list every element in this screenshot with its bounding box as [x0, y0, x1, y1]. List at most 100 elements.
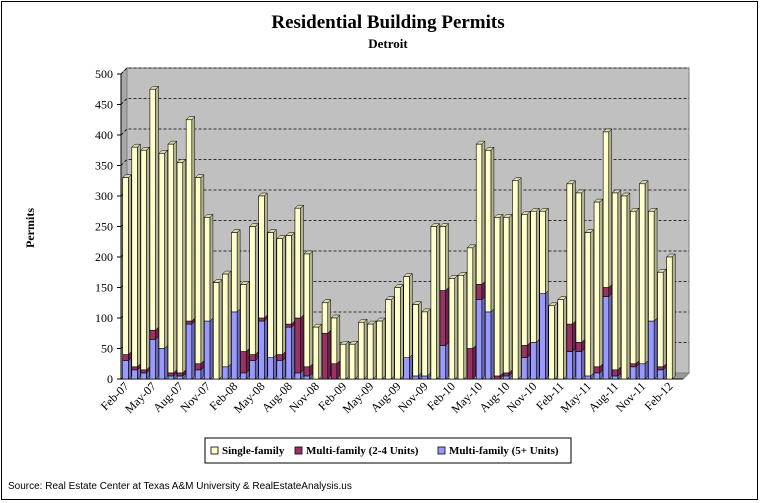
bar-segment — [539, 210, 546, 294]
bar-segment — [158, 348, 165, 380]
chart-title: Residential Building Permits — [271, 12, 504, 33]
bar-segment — [231, 311, 238, 380]
bar-segment-side — [254, 357, 259, 380]
y-tick-label: 350 — [95, 159, 113, 173]
bar-segment-side — [599, 198, 603, 368]
bar-segment-side — [390, 296, 395, 380]
bar-segment — [122, 360, 129, 380]
bar-segment-side — [662, 268, 667, 368]
bar-segment-side — [526, 354, 531, 380]
bar-segment-side — [209, 317, 214, 380]
bar-segment — [494, 217, 501, 377]
bar-segment — [330, 363, 338, 380]
bar-segment-side — [626, 192, 631, 380]
bar-segment — [194, 177, 202, 365]
bar-segment — [249, 226, 256, 355]
bar-segment-side — [182, 158, 186, 374]
bar-segment — [321, 302, 329, 334]
bar-segment-side — [264, 192, 268, 319]
bar-segment-side — [291, 323, 295, 380]
bar-segment — [122, 177, 129, 355]
legend-label: Multi-family (5+ Units) — [449, 445, 559, 457]
bar-segment — [321, 332, 329, 380]
bar-segment — [530, 342, 537, 380]
bar-segment — [140, 149, 147, 371]
bar-segment — [358, 321, 365, 380]
bar-segment — [140, 372, 147, 380]
bar-segment — [485, 149, 492, 313]
bar-segment-side — [209, 213, 214, 322]
bar-segment-side — [264, 317, 268, 380]
bar-segment-side — [572, 180, 576, 325]
bar-segment — [648, 320, 655, 380]
bar-segment-side — [526, 210, 531, 347]
x-tick-label: Nov-09 — [395, 379, 431, 415]
bar-segment-side — [300, 314, 304, 374]
bar-segment — [249, 354, 256, 362]
bar-segment — [176, 372, 184, 377]
bar-segment — [303, 366, 310, 377]
bar-segment — [475, 284, 483, 301]
bar-segment — [593, 372, 600, 380]
bar-segment — [149, 339, 156, 380]
y-tick-label: 450 — [95, 98, 113, 112]
gridline — [120, 128, 689, 136]
bar-segment — [140, 369, 147, 374]
bar-segment-side — [572, 347, 576, 380]
bar-segment-side — [400, 283, 404, 380]
bar-segment — [439, 345, 446, 380]
bar-segment-side — [245, 280, 250, 353]
bar-segment — [185, 320, 193, 325]
bar-segment-side — [155, 85, 159, 331]
bar-segment-side — [545, 207, 549, 295]
bar-segment-side — [427, 308, 431, 377]
bar-segment — [204, 320, 211, 380]
bar-segment-side — [254, 222, 259, 356]
legend: Single-family Multi-family (2-4 Units) Mul… — [204, 437, 572, 464]
bar-segment — [167, 375, 174, 380]
bar-segment — [122, 354, 129, 362]
bar-segment — [167, 372, 174, 377]
x-tick-label: May-11 — [557, 379, 593, 415]
source-note: Source: Real Estate Center at Texas A&M … — [8, 481, 352, 492]
bar-segment — [666, 256, 673, 380]
x-tick-label: May-07 — [122, 379, 159, 416]
y-tick-label: 400 — [95, 128, 113, 142]
bar-segment — [285, 326, 292, 380]
bar-segment-side — [653, 207, 658, 322]
bar-segment — [611, 192, 619, 371]
bar-segment-side — [128, 174, 132, 356]
bar-segment — [258, 317, 265, 322]
bar-segment-side — [173, 140, 177, 374]
bar-segment — [240, 351, 247, 374]
bar-segment-side — [653, 317, 658, 380]
bar-segment-side — [309, 250, 313, 368]
bar-segment — [421, 375, 428, 380]
bar-segment — [158, 153, 165, 349]
gridline — [120, 98, 689, 105]
bar-segment — [258, 320, 265, 380]
bar-segment-side — [644, 180, 649, 365]
bar-segment — [303, 375, 310, 380]
bar-segment-side — [517, 177, 522, 380]
bar-segment-side — [336, 314, 341, 365]
legend-swatch — [210, 446, 219, 455]
bar-segment — [548, 305, 555, 380]
bar-segment-side — [363, 318, 368, 380]
bar-segment — [240, 372, 247, 380]
bar-segment — [294, 207, 301, 319]
bar-segment-side — [372, 320, 377, 380]
bar-segment — [503, 375, 510, 380]
x-tick-label: May-08 — [231, 379, 268, 416]
bar-segment — [457, 274, 465, 380]
bar-segment-side — [354, 340, 359, 380]
x-tick-label: Nov-11 — [613, 379, 649, 415]
bar-segment-side — [481, 296, 486, 380]
bar-segment — [521, 345, 528, 358]
bar-segment-side — [409, 354, 413, 380]
bar-segment — [602, 131, 610, 288]
bar-segment — [593, 366, 600, 374]
bar-segment — [503, 372, 510, 377]
bar-segment — [376, 320, 383, 380]
